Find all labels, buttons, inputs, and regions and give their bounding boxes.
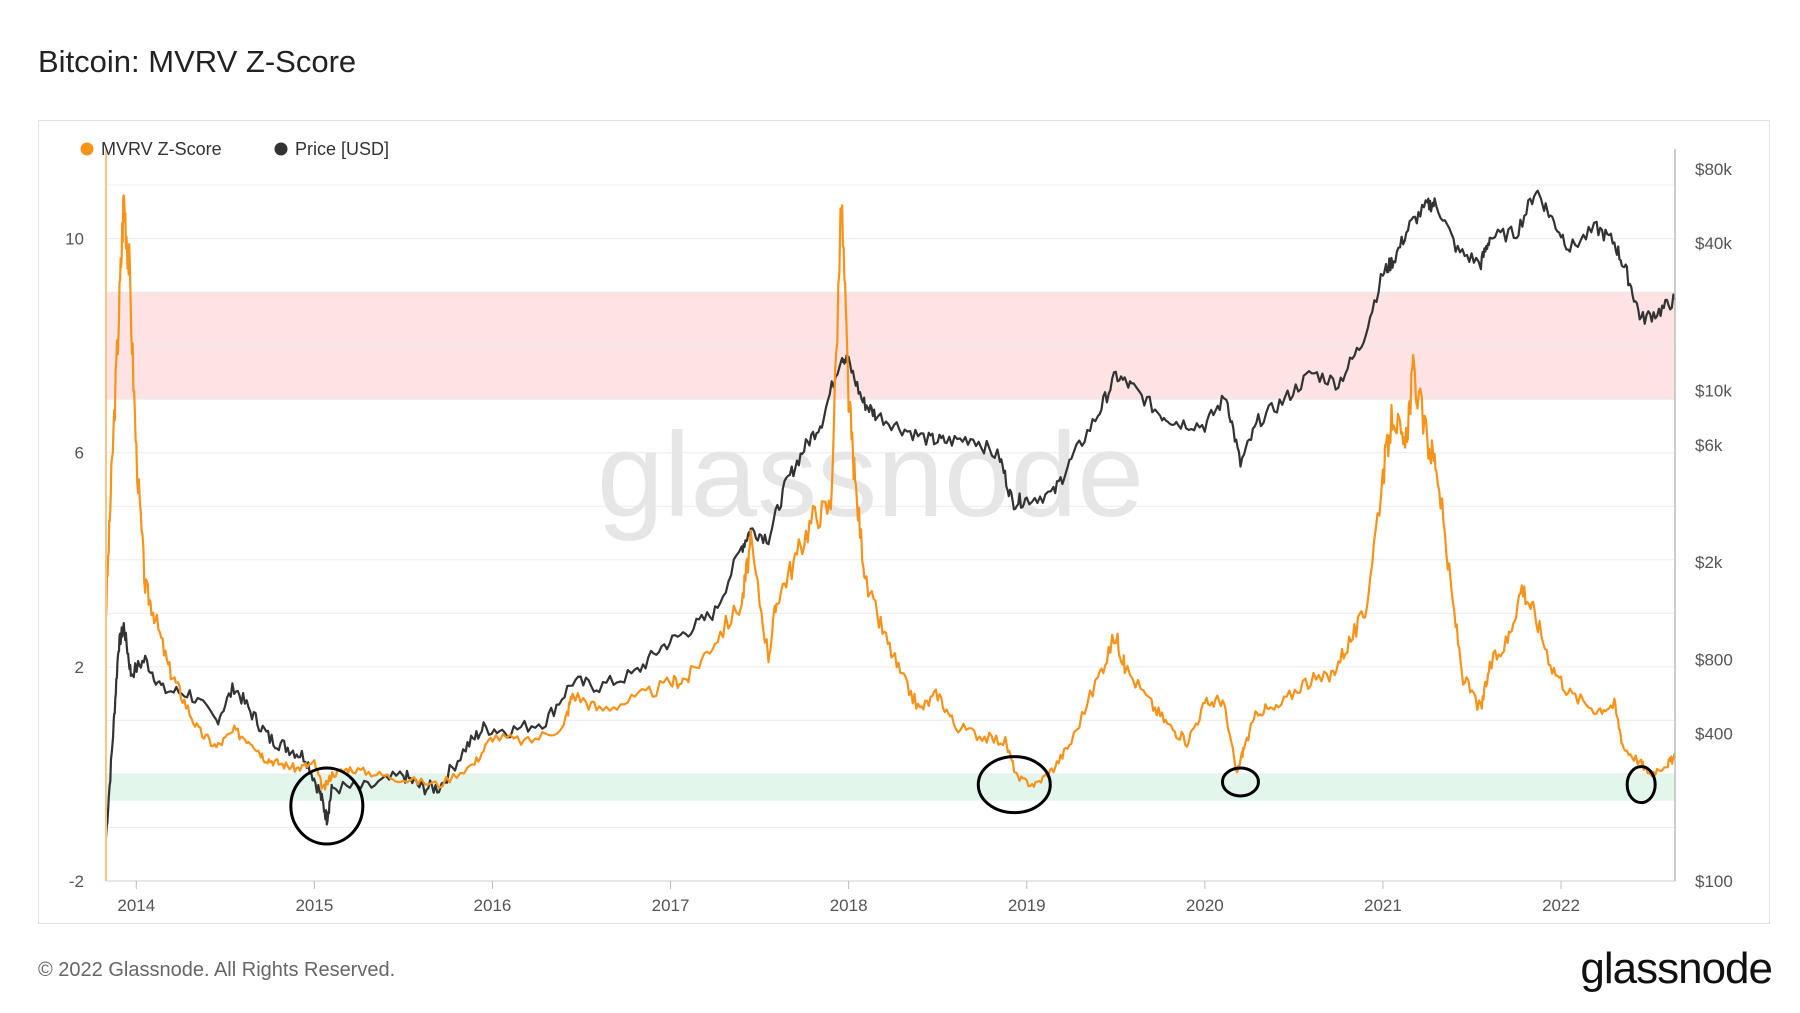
mvrv-line	[104, 194, 1677, 791]
x-tick-label: 2019	[1008, 896, 1046, 915]
chart: glassnode 2014 2015 2016 2017 2018 2019 2020 20…	[65, 139, 1733, 915]
x-tick-label: 2018	[830, 896, 868, 915]
legend-marker	[274, 142, 288, 156]
left-tick-label: 2	[75, 658, 84, 677]
x-tick-label: 2014	[117, 896, 155, 915]
zone-band	[106, 773, 1675, 801]
right-tick-label: $10k	[1695, 381, 1732, 400]
legend-marker	[80, 142, 94, 156]
right-tick-label: $80k	[1695, 160, 1732, 179]
x-tick-label: 2015	[295, 896, 333, 915]
page-title: Bitcoin: MVRV Z-Score	[38, 44, 357, 79]
annotation-circle	[1220, 766, 1260, 798]
x-tick-label: 2021	[1364, 896, 1402, 915]
annotation-circle	[1625, 765, 1657, 805]
chart-panel: glassnode 2014 2015 2016 2017 2018 2019 2020 20…	[38, 120, 1770, 924]
left-tick-label: -2	[69, 872, 84, 891]
x-tick-label: 2020	[1186, 896, 1224, 915]
right-tick-label: $2k	[1695, 553, 1723, 572]
footer-copyright: © 2022 Glassnode. All Rights Reserved.	[38, 959, 396, 981]
left-tick-label: 10	[65, 230, 84, 249]
right-tick-label: $800	[1695, 651, 1733, 670]
legend-item: MVRV Z-Score	[101, 139, 222, 159]
annotation-circle	[289, 766, 365, 846]
watermark: glassnode	[597, 408, 1144, 542]
x-tick-label: 2017	[652, 896, 690, 915]
right-tick-label: $40k	[1695, 234, 1732, 253]
right-tick-label: $400	[1695, 724, 1733, 743]
legend-item: Price [USD]	[295, 139, 389, 159]
x-tick-label: 2022	[1542, 896, 1580, 915]
left-tick-label: 6	[75, 444, 84, 463]
annotation-circle	[976, 755, 1052, 815]
x-tick-label: 2016	[474, 896, 512, 915]
right-tick-label: $100	[1695, 872, 1733, 891]
right-tick-label: $6k	[1695, 436, 1723, 455]
brand-logo: glassnode	[1580, 944, 1773, 993]
